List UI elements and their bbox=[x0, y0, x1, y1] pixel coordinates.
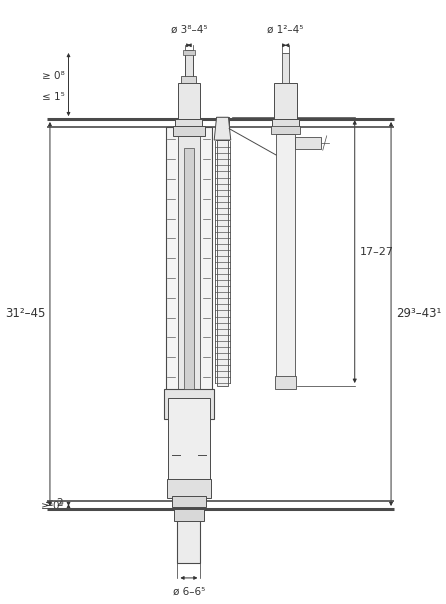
Bar bbox=[175, 119, 202, 130]
Bar bbox=[185, 50, 193, 83]
Text: 31²–45: 31²–45 bbox=[5, 307, 45, 321]
Text: 29³–43¹: 29³–43¹ bbox=[396, 307, 441, 321]
Bar bbox=[166, 127, 211, 395]
Text: 17–27: 17–27 bbox=[359, 246, 393, 257]
Text: ø 1²–4⁵: ø 1²–4⁵ bbox=[268, 25, 304, 34]
Bar bbox=[182, 76, 196, 83]
Bar bbox=[276, 134, 295, 377]
Bar bbox=[174, 509, 204, 521]
Text: ø 3⁸–4⁵: ø 3⁸–4⁵ bbox=[171, 25, 207, 34]
Bar bbox=[275, 376, 297, 389]
Bar bbox=[216, 117, 229, 140]
Bar bbox=[178, 135, 200, 392]
Bar bbox=[184, 147, 194, 389]
Bar bbox=[217, 140, 227, 386]
Text: ≥ 0⁹: ≥ 0⁹ bbox=[41, 501, 64, 511]
Text: ø 6–6⁵: ø 6–6⁵ bbox=[173, 587, 205, 597]
Bar bbox=[164, 389, 214, 419]
Bar bbox=[167, 479, 211, 498]
Bar bbox=[168, 398, 210, 482]
Bar bbox=[271, 126, 301, 134]
Bar bbox=[173, 126, 205, 136]
Polygon shape bbox=[214, 117, 231, 140]
Bar bbox=[178, 509, 200, 563]
Text: ≤ 2: ≤ 2 bbox=[45, 498, 64, 508]
Text: ≤ 1⁵: ≤ 1⁵ bbox=[42, 92, 65, 102]
Bar bbox=[178, 83, 200, 119]
Bar bbox=[295, 137, 321, 149]
Bar bbox=[274, 83, 297, 119]
Text: ≥ 0⁸: ≥ 0⁸ bbox=[42, 71, 65, 82]
Bar bbox=[183, 50, 195, 55]
Bar bbox=[172, 496, 206, 507]
Bar bbox=[282, 53, 289, 83]
Bar bbox=[272, 119, 299, 128]
